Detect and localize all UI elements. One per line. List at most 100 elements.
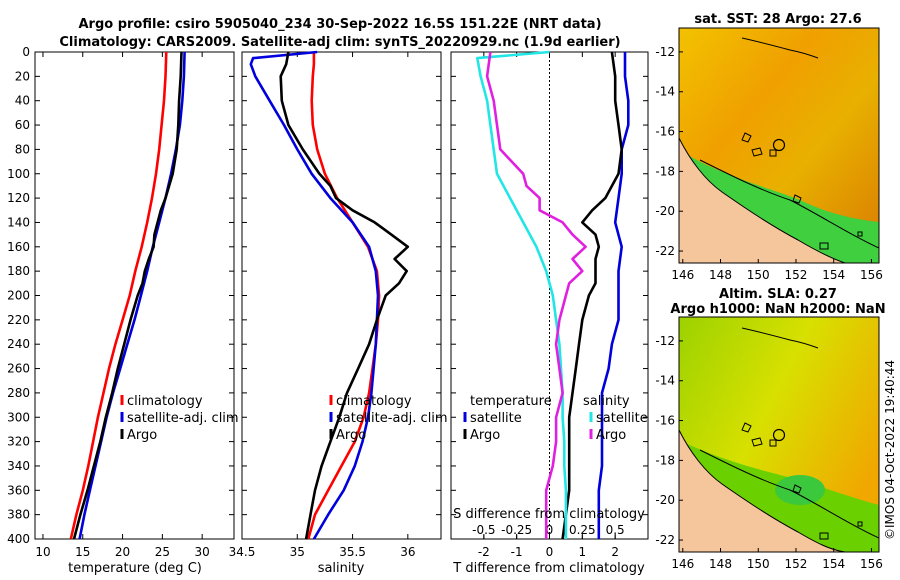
sla-argo-marker xyxy=(772,428,786,442)
salinity-legend: climatology satellite-adj. clim Argo xyxy=(329,394,448,443)
x-tick-label: 35 xyxy=(290,545,305,559)
legend-label-s-satellite: satellite xyxy=(596,411,648,426)
difference-legend: temperature salinity satellite Argo sate… xyxy=(463,394,648,443)
x-tick-label: 30 xyxy=(195,545,210,559)
map-x-tick-label: 146 xyxy=(671,268,694,282)
x-tick-label-salinity: 0 xyxy=(546,523,554,537)
series-line-s-satellite xyxy=(475,50,568,539)
series-line-argo xyxy=(279,51,410,540)
title-line-1: Argo profile: csiro 5905040_234 30-Sep-2… xyxy=(78,17,601,32)
x-tick-label: 20 xyxy=(115,545,130,559)
x-tick-label: -2 xyxy=(478,545,490,559)
map-x-tick-label: 148 xyxy=(709,268,732,282)
map-x-tick-label: 152 xyxy=(785,268,808,282)
map-x-tick-label: 150 xyxy=(747,557,770,571)
y-tick-label: 240 xyxy=(7,337,30,351)
salinity-axes-box xyxy=(241,51,442,540)
y-tick-label: 140 xyxy=(7,215,30,229)
sla-map-ticks: 146 148 150 152 154 156 -12 -14 -16 -18 -20 -22 xyxy=(655,334,883,571)
legend-label-argo: Argo xyxy=(127,428,157,443)
y-tick-label: 200 xyxy=(7,289,30,303)
legend-label-argo: Argo xyxy=(336,428,366,443)
sst-map-ticks: 146 148 150 152 154 156 -12 -14 -16 -18 -20 -22 xyxy=(655,45,883,282)
legend-label-climatology: climatology xyxy=(336,394,412,409)
map-x-tick-label: 146 xyxy=(671,557,694,571)
difference-x-ticks: -2 -1 0 1 2 -0.5 -0.25 0 0.25 0.5 xyxy=(472,52,625,559)
legend-label-t-argo: Argo xyxy=(470,428,500,443)
y-tick-label: 0 xyxy=(22,45,30,59)
sst-map-frame xyxy=(678,27,880,264)
map-y-tick-label: -12 xyxy=(655,334,675,348)
salinity-series xyxy=(249,50,410,540)
legend-label-satellite: satellite-adj. clim xyxy=(336,411,448,426)
y-tick-label: 400 xyxy=(7,532,30,546)
x-tick-label: 34.5 xyxy=(229,545,256,559)
series-line-satellite-adj-clim xyxy=(78,51,186,540)
x-tick-label-salinity: 0.25 xyxy=(569,523,596,537)
x-tick-label: 0 xyxy=(546,545,554,559)
sla-islands xyxy=(741,422,863,540)
sst-coastline xyxy=(679,137,846,263)
y-tick-label: 100 xyxy=(7,167,30,181)
temperature-x-ticks: 10 15 20 25 30 xyxy=(35,52,210,559)
map-y-tick-label: -20 xyxy=(655,204,675,218)
x-tick-label-salinity: -0.25 xyxy=(501,523,532,537)
x-tick-label: 1 xyxy=(579,545,587,559)
sla-reef-contour xyxy=(699,449,879,539)
legend-header-temperature: temperature xyxy=(470,394,552,409)
temperature-y-ticks: 0 20 40 60 80 100 120 140 160 180 200 220 240 260 280 3… xyxy=(7,45,648,546)
temperature-panel: 0204060801001201401601802002202402602803… xyxy=(7,45,648,576)
difference-series xyxy=(475,50,630,540)
series-line-satellite-adj-clim xyxy=(249,50,380,540)
map-x-tick-label: 150 xyxy=(747,268,770,282)
map-y-tick-label: -12 xyxy=(655,45,675,59)
map-y-tick-label: -16 xyxy=(655,414,675,428)
y-tick-label: 340 xyxy=(7,459,30,473)
y-tick-label: 280 xyxy=(7,386,30,400)
map-y-tick-label: -18 xyxy=(655,164,675,178)
y-tick-label: 20 xyxy=(15,69,30,83)
salinity-panel: 34.5 35 35.5 36 climatology satellite-adj. … xyxy=(229,50,448,576)
x-tick-label: 15 xyxy=(75,545,90,559)
temperature-x-label: temperature (deg C) xyxy=(68,561,202,576)
sla-coastline xyxy=(679,429,846,552)
y-tick-label: 180 xyxy=(7,264,30,278)
t-difference-label: T difference from climatology xyxy=(452,561,645,576)
legend-label-s-argo: Argo xyxy=(596,428,626,443)
y-tick-label: 260 xyxy=(7,362,30,376)
legend-label-satellite: satellite-adj. clim xyxy=(127,411,239,426)
sst-map-image xyxy=(679,28,879,263)
map-x-tick-label: 154 xyxy=(822,557,845,571)
sla-land xyxy=(679,430,845,552)
series-line-t-argo xyxy=(561,51,624,540)
x-tick-label: 35.5 xyxy=(339,545,366,559)
map-y-tick-label: -22 xyxy=(655,533,675,547)
sst-reef-contour xyxy=(699,159,879,249)
sla-map-image xyxy=(679,317,879,552)
map-x-tick-label: 148 xyxy=(709,557,732,571)
map-x-tick-label: 154 xyxy=(822,268,845,282)
x-tick-label: 2 xyxy=(611,545,619,559)
sla-map-frame xyxy=(678,316,880,553)
map-y-tick-label: -14 xyxy=(655,85,675,99)
title-line-2: Climatology: CARS2009. Satellite-adj cli… xyxy=(59,35,620,50)
x-tick-label-salinity: -0.5 xyxy=(472,523,495,537)
sst-argo-marker xyxy=(772,138,786,152)
y-tick-label: 160 xyxy=(7,240,30,254)
difference-panel: -2 -1 0 1 2 -0.5 -0.25 0 0.25 0.5 temperature sal… xyxy=(450,50,649,576)
map-x-tick-label: 156 xyxy=(860,268,883,282)
y-tick-label: 120 xyxy=(7,191,30,205)
x-tick-label: 36 xyxy=(400,545,415,559)
x-tick-label: -1 xyxy=(511,545,523,559)
y-tick-label: 360 xyxy=(7,483,30,497)
map-x-tick-label: 156 xyxy=(860,557,883,571)
temperature-legend: climatology satellite-adj. clim Argo xyxy=(120,394,239,443)
salinity-x-ticks: 34.5 35 35.5 36 xyxy=(229,52,415,559)
series-line-climatology xyxy=(69,51,168,540)
y-tick-label: 80 xyxy=(15,142,30,156)
map-y-tick-label: -20 xyxy=(655,493,675,507)
sla-north-reef xyxy=(741,327,819,349)
legend-label-t-satellite: satellite xyxy=(470,411,522,426)
series-line-s-argo xyxy=(485,51,587,539)
